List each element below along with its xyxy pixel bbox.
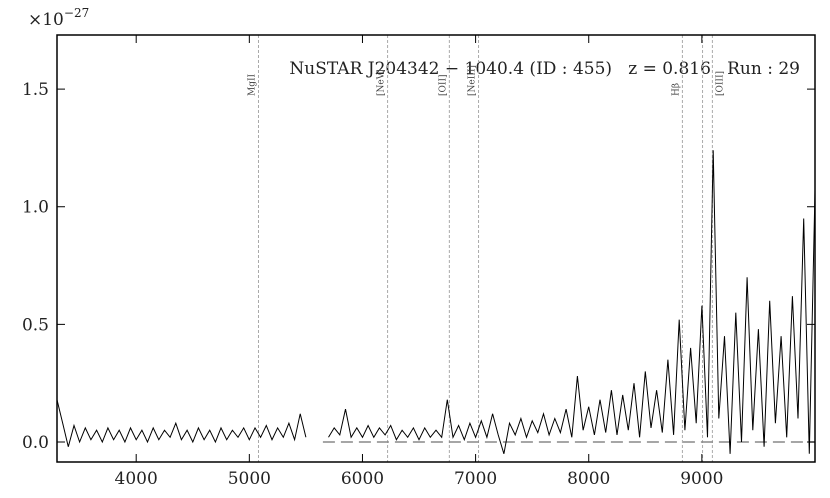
y-tick-label: 0.0 [22, 433, 49, 453]
offset-exponent: −27 [64, 6, 89, 20]
spectrum-line [57, 150, 815, 454]
emission-line-label: MgII [247, 73, 257, 96]
plot-frame [56, 34, 816, 463]
x-tick-label: 8000 [567, 469, 610, 489]
emission-line-label: [NeV] [377, 69, 387, 96]
x-tick-label: 6000 [341, 469, 384, 489]
x-tick-label: 5000 [228, 469, 271, 489]
emission-line-label: [OIII] [715, 71, 725, 96]
offset-label: ×10−27 [28, 6, 89, 30]
y-tick-label: 1.5 [22, 80, 49, 100]
offset-base: ×10 [28, 10, 64, 30]
emission-line-label: [OII] [438, 74, 448, 96]
x-tick-label: 9000 [680, 469, 723, 489]
emission-line-label: [NeIII] [468, 65, 478, 96]
y-tick-label: 1.0 [22, 198, 49, 218]
chart-title: NuSTAR J204342 − 1040.4 (ID : 455) z = 0… [289, 59, 800, 79]
y-tick-label: 0.5 [22, 315, 49, 335]
x-tick-label: 7000 [454, 469, 497, 489]
emission-line-label: Hβ [671, 83, 681, 96]
x-tick-label: 4000 [115, 469, 158, 489]
